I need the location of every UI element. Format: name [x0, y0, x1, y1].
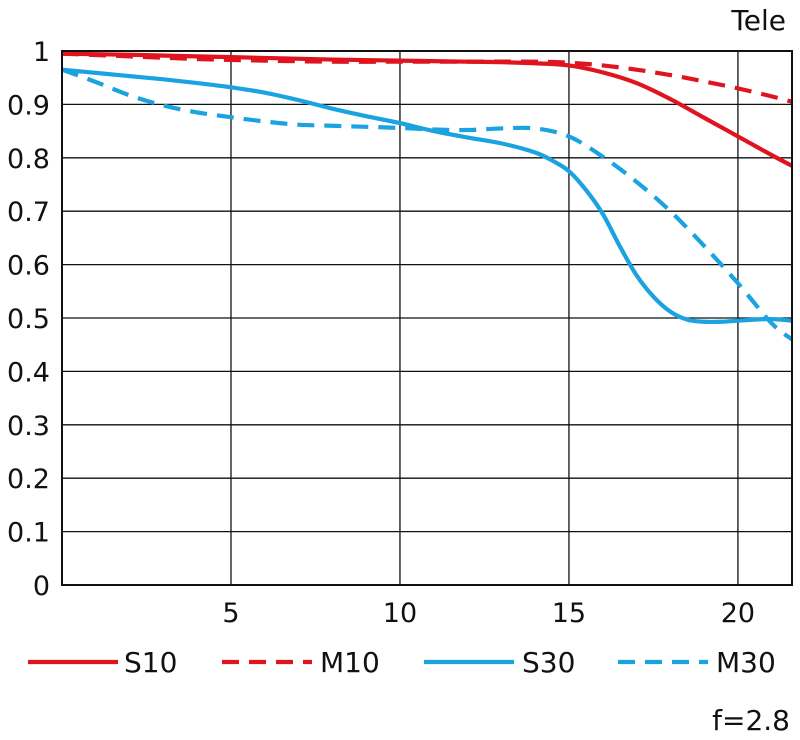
- y-tick-label: 0.5: [7, 304, 50, 335]
- y-tick-label: 0.2: [7, 464, 50, 495]
- plot-frame: [61, 50, 793, 586]
- series-line-s30: [61, 67, 793, 325]
- y-tick-label: 0.4: [7, 357, 50, 388]
- y-tick-label: 0.7: [7, 197, 50, 228]
- y-tick-label: 0.3: [7, 411, 50, 442]
- y-tick-label: 0: [33, 571, 50, 602]
- y-tick-label: 0.1: [7, 518, 50, 549]
- legend-label-s30: S30: [522, 646, 575, 679]
- legend: S10 M10 S30 M30: [28, 646, 776, 679]
- series-line-m10: [61, 51, 793, 104]
- legend-label-m30: M30: [716, 646, 776, 679]
- series-line-s10: [61, 51, 793, 168]
- y-tick-label: 0.8: [7, 144, 50, 175]
- y-tick-label: 0.9: [7, 90, 50, 121]
- series-lines: [61, 51, 794, 342]
- y-tick-label: 0.6: [7, 251, 50, 282]
- x-tick-label: 20: [721, 598, 755, 629]
- x-tick-label: 5: [222, 598, 239, 629]
- aperture-note: f=2.8: [712, 704, 790, 737]
- chart-title: Tele: [730, 4, 786, 37]
- legend-label-m10: M10: [320, 646, 380, 679]
- x-axis-ticks: 5 10 15 20: [222, 598, 755, 629]
- y-axis-ticks: 0 0.1 0.2 0.3 0.4 0.5 0.6 0.7 0.8 0.9 1: [7, 37, 50, 602]
- legend-label-s10: S10: [124, 646, 177, 679]
- x-tick-label: 15: [552, 598, 586, 629]
- x-tick-label: 10: [383, 598, 417, 629]
- y-tick-label: 1: [33, 37, 50, 68]
- series-line-m30: [61, 67, 794, 342]
